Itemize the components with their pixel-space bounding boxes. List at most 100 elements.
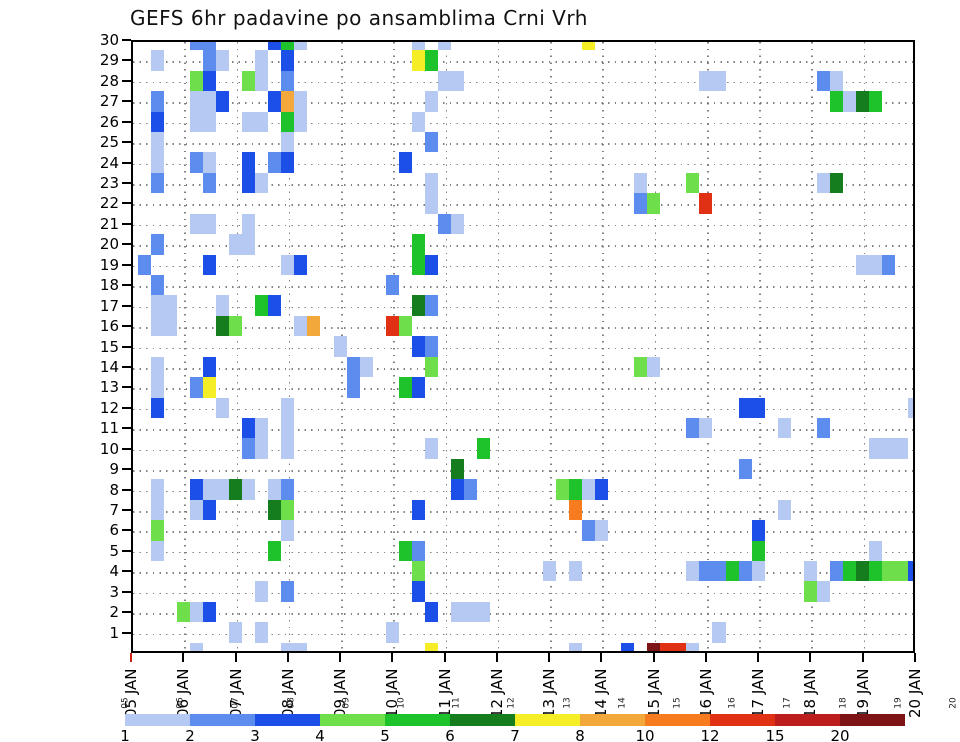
h-gridline [133, 122, 913, 125]
y-tick [122, 447, 131, 450]
heatmap-cell [281, 152, 295, 173]
x-tick [182, 653, 185, 662]
heatmap-cell [425, 193, 439, 214]
x-tick-label: 13 JAN [540, 668, 559, 719]
heatmap-cell [268, 499, 282, 521]
h-gridline [133, 551, 913, 554]
heatmap-cell [268, 91, 282, 112]
heatmap-cell [202, 50, 216, 71]
heatmap-cell [202, 601, 216, 623]
legend-mini-label: 08 [286, 697, 297, 709]
h-gridline [133, 633, 913, 636]
heatmap-cell [869, 561, 883, 582]
y-tick [122, 79, 131, 82]
heatmap-cell [738, 561, 752, 582]
legend-mini-label: 06 [175, 697, 186, 709]
heatmap-cell [281, 642, 295, 651]
y-tick-label: 24 [99, 153, 119, 172]
x-tick-label: 05 JAN [122, 668, 140, 719]
heatmap-cell [150, 295, 164, 316]
heatmap-cell [255, 438, 269, 459]
y-tick [122, 202, 131, 205]
v-gridline [497, 42, 500, 651]
heatmap-cell [268, 42, 282, 51]
heatmap-cell [281, 581, 295, 602]
heatmap-cell [830, 561, 844, 582]
h-gridline [133, 510, 913, 513]
x-tick-label: 12 JAN [487, 668, 506, 719]
x-tick [704, 653, 707, 662]
heatmap-cell [163, 315, 177, 337]
heatmap-cell [634, 193, 648, 214]
heatmap-cell [150, 91, 164, 112]
heatmap-cell [594, 520, 608, 541]
h-gridline [133, 592, 913, 595]
heatmap-cell [346, 377, 360, 398]
heatmap-cell [242, 479, 256, 500]
heatmap-cell [215, 50, 229, 71]
legend-value-label: 1 [120, 727, 130, 742]
h-gridline [133, 613, 913, 615]
y-tick [122, 141, 131, 144]
y-tick-label: 30 [99, 31, 119, 49]
heatmap-cell [359, 356, 373, 378]
v-gridline [811, 42, 814, 651]
heatmap-cell [438, 70, 452, 92]
heatmap-cell [281, 50, 295, 71]
heatmap-cell [281, 254, 295, 275]
heatmap-cell [307, 315, 321, 337]
h-gridline [133, 163, 913, 166]
h-gridline [133, 143, 913, 145]
heatmap-cell [215, 479, 229, 500]
y-tick [122, 488, 131, 491]
legend-mini-label: 14 [617, 697, 628, 709]
heatmap-cell [150, 377, 164, 398]
heatmap-cell [581, 520, 595, 541]
y-tick-label: 21 [99, 214, 119, 233]
heatmap-cell [242, 234, 256, 255]
heatmap-cell [464, 601, 478, 623]
legend-mini-label: 15 [672, 697, 683, 709]
heatmap-cell [150, 152, 164, 173]
heatmap-cell [647, 642, 661, 651]
h-gridline [133, 367, 913, 370]
x-tick [600, 653, 603, 662]
heatmap-cell [699, 70, 713, 92]
y-tick-label: 25 [99, 133, 119, 152]
heatmap-cell [555, 479, 569, 500]
heatmap-cell [411, 581, 425, 602]
y-tick [122, 427, 131, 430]
y-tick-label: 14 [99, 357, 119, 376]
x-tick-label: 16 JAN [696, 668, 715, 719]
legend-value-label: 20 [830, 727, 850, 742]
heatmap-cell [189, 91, 203, 112]
legend-mini-label: 18 [838, 697, 849, 709]
heatmap-cell [425, 131, 439, 153]
h-gridline [133, 429, 913, 431]
y-tick-label: 13 [99, 378, 119, 397]
heatmap-cell [856, 254, 870, 275]
x-tick-label: 08 JAN [278, 668, 297, 719]
heatmap-cell [699, 561, 713, 582]
heatmap-cell [294, 91, 308, 112]
heatmap-cell [568, 479, 582, 500]
y-tick [122, 284, 131, 287]
h-gridline [133, 245, 913, 247]
heatmap-cell [856, 561, 870, 582]
heatmap-cell [686, 172, 700, 194]
legend-mini-label: 19 [893, 697, 904, 709]
y-tick [122, 161, 131, 164]
heatmap-cell [699, 193, 713, 214]
y-tick [122, 345, 131, 348]
heatmap-cell [634, 356, 648, 378]
v-gridline [445, 42, 448, 651]
x-tick [548, 653, 551, 662]
heatmap-cell [464, 479, 478, 500]
legend-mini-label: 12 [507, 697, 518, 709]
v-gridline [236, 42, 239, 651]
heatmap-cell [255, 418, 269, 439]
heatmap-cell [895, 438, 909, 459]
heatmap-cell [268, 540, 282, 562]
y-tick-label: 15 [99, 337, 119, 356]
